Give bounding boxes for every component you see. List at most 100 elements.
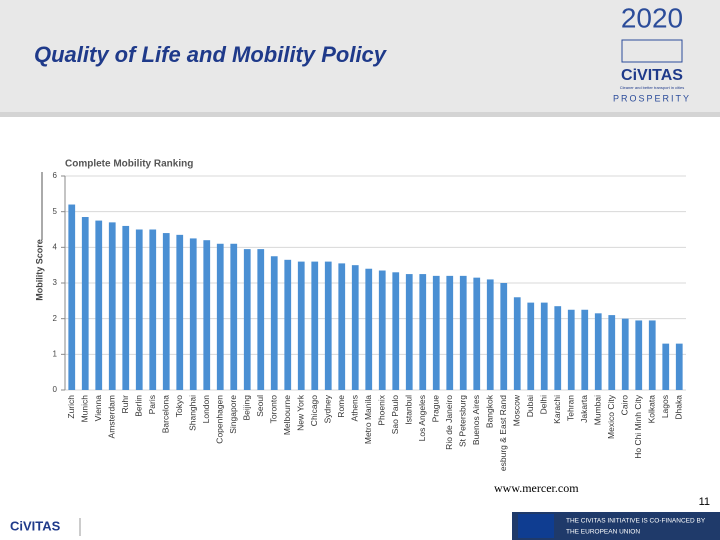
bar	[257, 249, 265, 390]
x-tick-label: Paris	[147, 395, 157, 414]
x-tick-label: Los Angeles	[417, 395, 427, 441]
bar	[405, 274, 413, 390]
x-tick-label: Dhaka	[674, 395, 684, 420]
y-tick-label: 6	[53, 171, 58, 180]
x-tick-label: Bangkok	[485, 394, 495, 428]
x-tick-label: New York	[296, 394, 306, 431]
x-tick-label: Vienna	[93, 395, 103, 422]
bar	[459, 275, 467, 390]
bar	[81, 217, 89, 390]
eu-line2: THE EUROPEAN UNION	[566, 529, 640, 536]
header-band	[0, 0, 720, 112]
x-tick-label: Ho Chi Minh City	[633, 394, 643, 459]
bar	[95, 220, 103, 390]
x-tick-label: Ruhr	[120, 395, 130, 414]
bar	[608, 315, 616, 390]
bar	[216, 243, 224, 390]
bar	[365, 268, 373, 390]
logo-year: 2020	[621, 2, 683, 33]
x-tick-label: Sao Paulo	[390, 395, 400, 434]
bar	[135, 229, 143, 390]
x-tick-label: Delhi	[539, 395, 549, 414]
bar	[68, 204, 76, 390]
bar	[675, 343, 683, 390]
bar	[392, 272, 400, 390]
y-tick-label: 0	[53, 385, 58, 394]
x-tick-label: Munich	[80, 395, 90, 423]
bar	[243, 249, 251, 390]
x-tick-label: Barcelona	[161, 395, 171, 434]
bar	[149, 229, 157, 390]
eu-flag	[518, 514, 554, 538]
y-tick-label: 4	[53, 242, 58, 251]
bar	[203, 240, 211, 390]
x-tick-label: Rome	[336, 395, 346, 418]
bar	[176, 234, 184, 390]
x-tick-label: Copenhagen	[215, 395, 225, 444]
y-tick-label: 5	[53, 207, 58, 216]
y-tick-label: 3	[53, 278, 58, 287]
y-tick-label: 2	[53, 314, 58, 323]
bar	[284, 259, 292, 390]
bar	[162, 233, 170, 390]
bar	[378, 270, 386, 390]
header-rule	[0, 112, 720, 117]
x-tick-label: Metro Manila	[363, 395, 373, 444]
bar	[581, 309, 589, 390]
x-tick-label: Dubai	[525, 395, 535, 417]
bar	[540, 302, 548, 390]
bar	[419, 274, 427, 390]
x-tick-label: Tehran	[566, 395, 576, 421]
logo-tagline: Cleaner and better transport in cities	[620, 85, 684, 90]
bar	[527, 302, 535, 390]
x-tick-label: Seoul	[255, 395, 265, 417]
x-tick-label: Karachi	[552, 395, 562, 424]
x-tick-label: Chicago	[309, 395, 319, 426]
bar	[648, 320, 656, 390]
x-tick-label: Jakarta	[579, 395, 589, 423]
logo-icons	[621, 39, 683, 63]
bar	[122, 225, 130, 390]
x-tick-label: Singapore	[228, 395, 238, 434]
x-tick-label: London	[201, 395, 211, 424]
bar	[513, 297, 521, 390]
x-tick-label: Beijing	[242, 395, 252, 421]
x-tick-label: Zurich	[66, 395, 76, 419]
bar	[635, 320, 643, 390]
x-tick-label: Berlin	[134, 395, 144, 417]
footer-logo: CiVITAS	[10, 518, 61, 533]
bar	[621, 318, 629, 390]
x-tick-label: Buenos Aires	[471, 395, 481, 445]
bar	[311, 261, 319, 390]
bar	[500, 283, 508, 390]
source: www.mercer.com	[494, 481, 579, 495]
x-tick-label: Mumbai	[593, 395, 603, 425]
x-tick-label: Amsterdam	[107, 395, 117, 438]
x-tick-label: Phoenix	[377, 394, 387, 425]
bar	[446, 275, 454, 390]
bar	[230, 243, 238, 390]
x-tick-label: esburg & East Rand	[498, 395, 508, 471]
page-number: 11	[699, 496, 710, 508]
bar	[338, 263, 346, 390]
x-tick-label: Kolkata	[647, 395, 657, 424]
bar	[594, 313, 602, 390]
x-tick-label: Rio de Janeiro	[444, 395, 454, 450]
x-tick-label: Cairo	[620, 395, 630, 416]
eu-line1: THE CIVITAS INITIATIVE IS CO-FINANCED BY	[566, 518, 706, 525]
bar	[270, 256, 278, 390]
bar	[473, 277, 481, 390]
logo-project: PROSPERITY	[613, 93, 691, 103]
bar	[486, 279, 494, 390]
bar	[324, 261, 332, 390]
bar	[662, 343, 670, 390]
bar	[567, 309, 575, 390]
bar	[108, 222, 116, 390]
x-tick-label: Athens	[350, 395, 360, 421]
x-tick-label: Toronto	[269, 395, 279, 424]
bar	[351, 265, 359, 390]
x-tick-label: Lagos	[660, 395, 670, 418]
bar	[554, 306, 562, 390]
x-tick-label: Mexico City	[606, 394, 616, 439]
